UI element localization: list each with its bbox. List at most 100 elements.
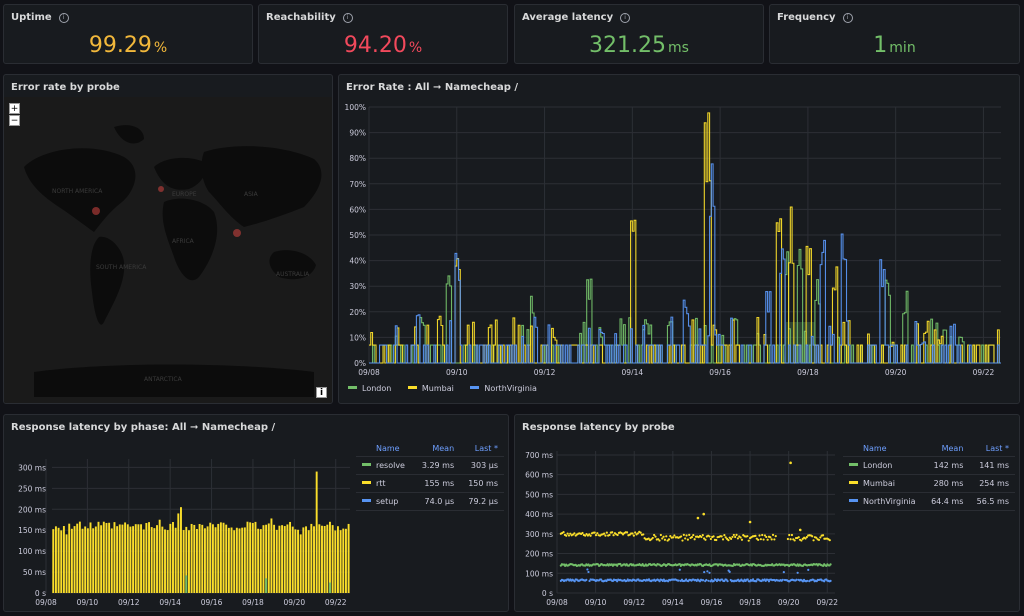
point-mumbai — [701, 534, 704, 537]
point-mumbai — [589, 534, 592, 537]
bar-rtt — [148, 522, 151, 593]
panel-title: Response latency by phase: All ➞ Nameche… — [11, 422, 276, 433]
table-row[interactable]: setup 74.0 µs 79.2 µs — [356, 492, 504, 511]
bar-rtt — [336, 526, 339, 593]
point-mumbai — [709, 537, 712, 541]
point-mumbai — [581, 531, 584, 535]
point-mumbai — [659, 533, 662, 537]
col-header-mean[interactable]: Mean — [413, 441, 461, 457]
phase-latency-panel[interactable]: Response latency by phase: All ➞ Nameche… — [3, 414, 509, 612]
world-map[interactable]: NORTH AMERICA EUROPE ASIA AFRICA SOUTH A… — [4, 97, 333, 404]
legend-item-mumbai[interactable]: Mumbai — [407, 384, 454, 393]
point-northvirginia — [728, 570, 731, 573]
point-mumbai — [632, 534, 635, 537]
bar-rtt — [118, 524, 121, 593]
point-mumbai — [761, 533, 764, 537]
chart-legend: London Mumbai NorthVirginia — [348, 384, 551, 393]
point-mumbai — [651, 536, 654, 540]
x-tick-label: 09/22 — [325, 598, 347, 607]
bar-rtt — [267, 523, 270, 593]
point-london — [822, 564, 825, 567]
map-label: NORTH AMERICA — [52, 188, 103, 195]
point-mumbai — [786, 537, 789, 541]
zoom-out-button[interactable]: − — [9, 115, 20, 126]
bar-resolve — [265, 578, 268, 593]
point-mumbai — [815, 536, 818, 539]
y-tick-label: 70% — [349, 180, 366, 189]
info-icon[interactable]: i — [342, 13, 353, 23]
bar-rtt — [235, 527, 238, 593]
bar-rtt — [270, 518, 273, 593]
table-row[interactable]: rtt 155 ms 150 ms — [356, 474, 504, 493]
point-mumbai — [593, 531, 596, 534]
col-header-mean[interactable]: Mean — [923, 441, 970, 457]
point-mumbai — [696, 516, 700, 520]
bar-rtt — [110, 528, 113, 593]
bar-rtt — [281, 525, 284, 593]
bar-rtt — [124, 522, 127, 593]
bar-rtt — [259, 529, 262, 593]
bar-rtt — [342, 528, 345, 593]
bar-resolve — [329, 582, 331, 593]
point-mumbai — [762, 538, 765, 541]
bar-rtt — [100, 525, 103, 593]
table-row[interactable]: NorthVirginia 64.4 ms 56.5 ms — [843, 492, 1015, 511]
point-mumbai — [708, 535, 711, 538]
map-panel[interactable]: Error rate by probe NORTH AMERICA EUROPE… — [3, 74, 333, 404]
probe-latency-chart[interactable]: 0 s 100 ms 200 ms 300 ms 400 ms 500 ms 600 ms 7… — [515, 415, 845, 612]
bar-rtt — [206, 526, 209, 593]
col-header-last[interactable]: Last * — [969, 441, 1015, 457]
col-header-name[interactable]: Name — [843, 441, 924, 457]
bar-rtt — [321, 525, 323, 593]
bar-rtt — [134, 524, 137, 593]
bar-rtt — [241, 527, 244, 593]
point-mumbai — [721, 538, 725, 541]
stat-panel-average-latency[interactable]: Average latency i 321.25 ms — [514, 4, 764, 64]
x-tick-label: 09/12 — [534, 368, 556, 375]
col-header-name[interactable]: Name — [356, 441, 414, 457]
bar-rtt — [291, 526, 294, 593]
legend-item-london[interactable]: London — [348, 384, 391, 393]
point-northvirginia — [678, 568, 681, 571]
phase-latency-chart[interactable]: 0 s 50 ms 100 ms 150 ms 200 ms 250 ms 300 ms 09… — [4, 415, 352, 612]
error-rate-chart[interactable]: 0% 10% 20% 30% 40% 50% 60% 70% 80% 90% 100% 09/08 09… — [339, 75, 1020, 375]
point-mumbai — [625, 531, 629, 534]
bar-rtt — [225, 524, 228, 593]
point-mumbai — [734, 535, 737, 539]
point-mumbai — [812, 539, 815, 542]
point-northvirginia — [795, 578, 798, 581]
table-row[interactable]: Mumbai 280 ms 254 ms — [843, 474, 1015, 493]
bar-rtt — [52, 529, 55, 593]
probe-latency-panel[interactable]: Response latency by probe 0 s 100 ms 200 m… — [514, 414, 1020, 612]
info-icon[interactable]: i — [620, 13, 631, 23]
panel-title: Error rate by probe — [11, 82, 120, 93]
point-london — [825, 564, 828, 567]
point-mumbai — [573, 532, 576, 535]
stat-panel-frequency[interactable]: Frequency i 1 min — [769, 4, 1020, 64]
legend-item-northvirginia[interactable]: NorthVirginia — [470, 384, 537, 393]
table-row[interactable]: London 142 ms 141 ms — [843, 456, 1015, 475]
bar-rtt — [257, 528, 260, 593]
x-tick-label: 09/16 — [201, 598, 223, 607]
info-button[interactable]: i — [316, 387, 327, 398]
bar-rtt — [84, 526, 87, 593]
stat-panel-uptime[interactable]: Uptime i 99.29% — [3, 4, 253, 64]
table-row[interactable]: resolve 3.29 ms 303 µs — [356, 456, 504, 475]
x-tick-label: 09/10 — [77, 598, 99, 607]
point-mumbai — [650, 538, 653, 541]
info-icon[interactable]: i — [58, 13, 69, 23]
stat-value: 1 min — [873, 33, 916, 58]
info-icon[interactable]: i — [842, 13, 853, 23]
stat-panel-reachability[interactable]: Reachability i 94.20% — [258, 4, 508, 64]
bar-rtt — [230, 527, 233, 593]
zoom-in-button[interactable]: + — [9, 103, 20, 114]
bar-rtt — [217, 523, 220, 593]
col-header-last[interactable]: Last * — [460, 441, 504, 457]
bar-rtt — [150, 527, 153, 593]
error-rate-panel[interactable]: Error Rate : All ➞ Namecheap / 0% 10% 20% 3… — [338, 74, 1020, 404]
point-mumbai — [692, 533, 695, 537]
bar-rtt — [94, 526, 97, 593]
stat-title: Frequency i — [777, 12, 853, 23]
map-label: SOUTH AMERICA — [96, 264, 147, 271]
bar-rtt — [187, 530, 190, 593]
